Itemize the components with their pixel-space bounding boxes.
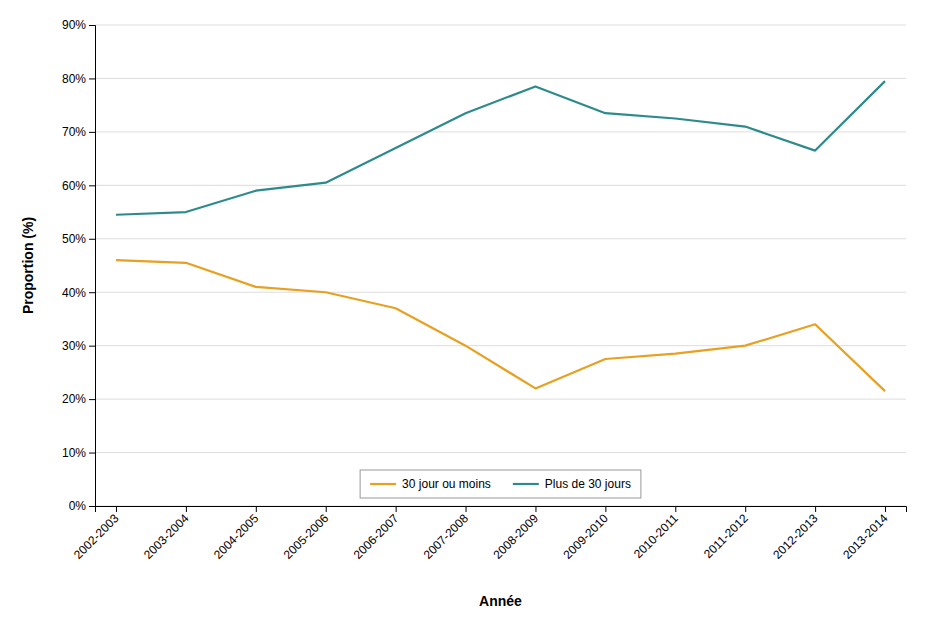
tick: 10% bbox=[62, 446, 95, 460]
tick-label: 2006-2007 bbox=[351, 511, 402, 562]
tick-mark bbox=[605, 506, 606, 512]
tick: 2009-2010 bbox=[560, 506, 611, 562]
tick: 2006-2007 bbox=[351, 506, 402, 562]
tick-mark bbox=[186, 506, 187, 512]
tick-label: 40% bbox=[62, 286, 86, 300]
series-line bbox=[116, 260, 885, 391]
tick: 80% bbox=[62, 72, 95, 86]
axis-line bbox=[96, 507, 907, 513]
tick-label: 90% bbox=[62, 18, 86, 32]
tick-mark bbox=[89, 185, 95, 186]
tick: 50% bbox=[62, 232, 95, 246]
grid-line bbox=[95, 345, 906, 346]
tick-label: 2013-2014 bbox=[840, 511, 891, 562]
lines bbox=[116, 81, 885, 391]
tick-mark bbox=[89, 399, 95, 400]
tick: 2005-2006 bbox=[281, 506, 332, 562]
tick-mark bbox=[466, 506, 467, 512]
plot: 0%10%20%30%40%50%60%70%80%90%2002-200320… bbox=[20, 18, 907, 609]
tick-mark bbox=[89, 132, 95, 133]
tick-label: 2011-2012 bbox=[701, 511, 751, 561]
series-line bbox=[116, 81, 885, 215]
grid-line bbox=[95, 185, 906, 186]
tick-mark bbox=[745, 506, 746, 512]
tick-mark bbox=[535, 506, 536, 512]
tick-label: 2007-2008 bbox=[421, 511, 472, 562]
tick-label: 2009-2010 bbox=[560, 511, 611, 562]
tick-label: 2010-2011 bbox=[631, 511, 681, 561]
tick-mark bbox=[885, 506, 886, 512]
legend-item: Plus de 30 jours bbox=[513, 477, 631, 491]
grid-line bbox=[95, 78, 906, 79]
tick: 2008-2009 bbox=[491, 506, 542, 562]
tick: 2011-2012 bbox=[701, 506, 751, 561]
tick: 2012-2013 bbox=[770, 506, 821, 562]
tick-mark bbox=[326, 506, 327, 512]
grid-line bbox=[95, 399, 906, 400]
legend-swatch bbox=[513, 483, 539, 485]
tick-label: 50% bbox=[62, 232, 86, 246]
tick-label: 2004-2005 bbox=[211, 511, 262, 562]
tick: 2002-2003 bbox=[71, 506, 122, 562]
y-axis: 0% 10% 20% 30% 40% 50% 60% 70% 80% 90% bbox=[62, 18, 96, 513]
legend: 30 jour ou moins Plus de 30 jours bbox=[360, 470, 641, 498]
tick-mark bbox=[256, 506, 257, 512]
tick-mark bbox=[815, 506, 816, 512]
tick-mark bbox=[89, 78, 95, 79]
tick-label: 80% bbox=[62, 72, 86, 86]
tick: 70% bbox=[62, 125, 95, 139]
tick-mark bbox=[89, 292, 95, 293]
tick-mark bbox=[396, 506, 397, 512]
legend-swatch bbox=[370, 483, 396, 485]
grid-line bbox=[95, 131, 906, 132]
legend-label: Plus de 30 jours bbox=[545, 477, 631, 491]
legend-label: 30 jour ou moins bbox=[402, 477, 491, 491]
tick: 30% bbox=[62, 339, 95, 353]
tick-label: 20% bbox=[62, 392, 86, 406]
tick-mark bbox=[89, 346, 95, 347]
tick: 2007-2008 bbox=[421, 506, 472, 562]
grid-line bbox=[95, 238, 906, 239]
tick: 0% bbox=[69, 499, 95, 513]
tick: 2010-2011 bbox=[631, 506, 681, 561]
tick-label: 2002-2003 bbox=[71, 511, 122, 562]
tick-mark bbox=[89, 25, 95, 26]
legend-item: 30 jour ou moins bbox=[370, 477, 491, 491]
tick-label: 70% bbox=[62, 125, 86, 139]
tick-mark bbox=[89, 453, 95, 454]
axis-line bbox=[89, 26, 96, 507]
tick: 2004-2005 bbox=[211, 506, 262, 562]
tick-mark bbox=[89, 506, 95, 507]
tick: 2003-2004 bbox=[141, 506, 192, 562]
grid-line bbox=[95, 25, 906, 26]
tick-label: 0% bbox=[69, 499, 87, 513]
grid-line bbox=[95, 452, 906, 453]
tick-label: 60% bbox=[62, 179, 86, 193]
chart: 0%10%20%30%40%50%60%70%80%90%2002-200320… bbox=[0, 0, 936, 636]
tick: 2013-2014 bbox=[840, 506, 891, 562]
tick-label: 2012-2013 bbox=[770, 511, 821, 562]
x-axis: 2002-2003 2003-2004 2004-2005 2005-2006 2006… bbox=[71, 506, 906, 562]
grid-line bbox=[95, 292, 906, 293]
tick-label: 2005-2006 bbox=[281, 511, 332, 562]
tick-mark bbox=[675, 506, 676, 512]
tick: 90% bbox=[62, 18, 95, 32]
tick-mark bbox=[116, 506, 117, 512]
grid bbox=[95, 25, 906, 506]
tick-label: 10% bbox=[62, 446, 86, 460]
x-axis-title: Année bbox=[479, 593, 522, 609]
tick: 40% bbox=[62, 286, 95, 300]
tick: 20% bbox=[62, 392, 95, 406]
tick: 60% bbox=[62, 179, 95, 193]
legend-frame bbox=[360, 470, 641, 498]
tick-mark bbox=[89, 239, 95, 240]
tick-label: 2003-2004 bbox=[141, 511, 192, 562]
tick-label: 30% bbox=[62, 339, 86, 353]
y-axis-title: Proportion (%) bbox=[20, 217, 36, 314]
tick-label: 2008-2009 bbox=[491, 511, 542, 562]
